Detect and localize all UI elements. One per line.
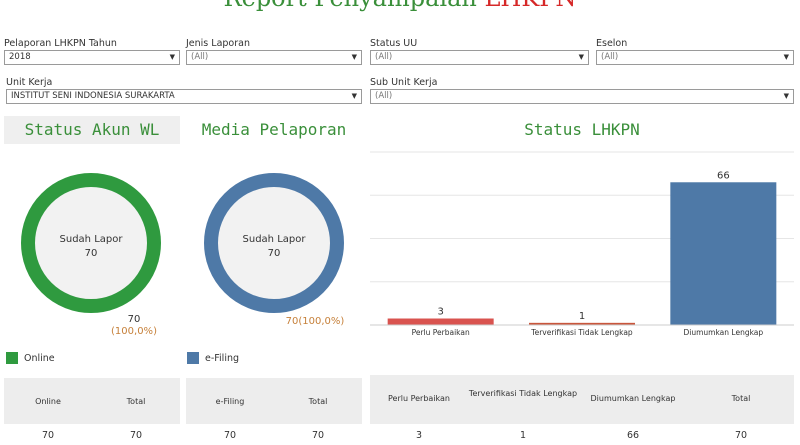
media-value: 70(100,0%) — [285, 316, 345, 327]
status-akun-center: Sudah Lapor 70 — [41, 233, 141, 261]
table-cell: 3 — [415, 430, 423, 441]
status-akun-title: Status Akun WL — [4, 116, 180, 144]
status-akun-center-label: Sudah Lapor — [59, 234, 123, 245]
chevron-down-icon: ▼ — [783, 53, 789, 61]
table-cell: 70 — [311, 430, 325, 441]
media-legend[interactable]: e-Filing — [187, 352, 239, 364]
table-cell: 70 — [129, 430, 143, 441]
filter-sub-unit-kerja-value: (All) — [375, 91, 393, 101]
table-header: Total — [126, 397, 146, 406]
page-title: Report Penyampaian LHKPN — [0, 0, 800, 12]
bar-2[interactable] — [670, 182, 777, 325]
table-header: Diumumkan Lengkap — [590, 394, 676, 403]
filter-sub-unit-kerja-label: Sub Unit Kerja — [370, 77, 438, 88]
filter-tahun-select[interactable]: 2018 ▼ — [4, 50, 180, 65]
media-center-label: Sudah Lapor — [242, 234, 306, 245]
filter-jenis-value: (All) — [191, 52, 209, 62]
filter-sub-unit-kerja: Sub Unit Kerja (All) ▼ — [370, 76, 794, 104]
chevron-down-icon: ▼ — [783, 92, 789, 100]
bar-value-label: 3 — [437, 307, 443, 318]
status-akun-value-label: 70 (100,0%) — [104, 314, 164, 338]
bar-1[interactable] — [529, 322, 635, 325]
x-tick-label: Terverifikasi Tidak Lengkap — [530, 328, 633, 337]
filter-jenis: Jenis Laporan (All) ▼ — [186, 37, 362, 65]
media-value-label: 70(100,0%) — [280, 316, 350, 328]
filter-jenis-select[interactable]: (All) ▼ — [186, 50, 362, 65]
media-donut[interactable] — [203, 172, 345, 314]
table-cell: 70 — [734, 430, 748, 441]
legend-swatch-online — [6, 352, 18, 364]
table-header: e-Filing — [215, 397, 245, 406]
filter-tahun-value: 2018 — [9, 52, 31, 62]
legend-label-online: Online — [24, 352, 55, 364]
filter-unit-kerja: Unit Kerja INSTITUT SENI INDONESIA SURAK… — [6, 76, 362, 104]
filter-jenis-label: Jenis Laporan — [186, 38, 250, 49]
status-akun-value: 70 — [127, 314, 141, 325]
media-pelaporan-title: Media Pelaporan — [201, 120, 347, 139]
status-akun-percent: (100,0%) — [111, 326, 157, 337]
page-title-accent: LHKPN — [484, 0, 576, 12]
media-donut-hole — [216, 185, 332, 301]
filter-tahun: Pelaporan LHKPN Tahun 2018 ▼ — [4, 37, 180, 65]
status-akun-center-value: 70 — [84, 248, 98, 259]
table-cell: 70 — [223, 430, 237, 441]
filter-eselon-select[interactable]: (All) ▼ — [596, 50, 794, 65]
table-header: Online — [35, 397, 61, 406]
filter-status-uu-select[interactable]: (All) ▼ — [370, 50, 589, 65]
legend-swatch-efiling — [187, 352, 199, 364]
media-table: e-Filing Total — [186, 378, 362, 424]
table-cell: 1 — [519, 430, 527, 441]
chevron-down-icon: ▼ — [351, 53, 357, 61]
filter-eselon-label: Eselon — [596, 38, 628, 49]
filter-status-uu-value: (All) — [375, 52, 393, 62]
filter-eselon: Eselon (All) ▼ — [596, 37, 794, 65]
status-lhkpn-table: Perlu Perbaikan Terverifikasi Tidak Leng… — [370, 375, 794, 424]
status-akun-donut[interactable] — [20, 172, 162, 314]
filter-sub-unit-kerja-select[interactable]: (All) ▼ — [370, 89, 794, 104]
table-cell: 66 — [626, 430, 640, 441]
table-header: Terverifikasi Tidak Lengkap — [468, 389, 578, 398]
chevron-down-icon: ▼ — [351, 92, 357, 100]
media-center-value: 70 — [267, 248, 281, 259]
filter-tahun-label: Pelaporan LHKPN Tahun — [4, 38, 117, 49]
status-akun-donut-hole — [33, 185, 149, 301]
table-header: Total — [308, 397, 328, 406]
table-header: Perlu Perbaikan — [387, 394, 450, 403]
filter-eselon-value: (All) — [601, 52, 619, 62]
media-center: Sudah Lapor 70 — [224, 233, 324, 261]
table-cell: 70 — [41, 430, 55, 441]
chevron-down-icon: ▼ — [169, 53, 175, 61]
filter-unit-kerja-select[interactable]: INSTITUT SENI INDONESIA SURAKARTA ▼ — [6, 89, 362, 104]
filter-status-uu: Status UU (All) ▼ — [370, 37, 589, 65]
filter-unit-kerja-value: INSTITUT SENI INDONESIA SURAKARTA — [11, 91, 175, 101]
status-akun-table: Online Total — [4, 378, 180, 424]
chevron-down-icon: ▼ — [578, 53, 584, 61]
filter-unit-kerja-label: Unit Kerja — [6, 77, 53, 88]
x-tick-label: Diumumkan Lengkap — [683, 328, 763, 337]
status-lhkpn-bar-chart: 3 Perlu Perbaikan 1 Terverifikasi Tidak Len… — [370, 151, 794, 337]
table-header: Total — [731, 394, 751, 403]
status-lhkpn-title: Status LHKPN — [524, 120, 640, 139]
bar-value-label: 66 — [717, 170, 730, 181]
status-akun-donut-ring[interactable] — [21, 173, 161, 313]
media-donut-ring[interactable] — [204, 173, 344, 313]
x-tick-label: Perlu Perbaikan — [412, 328, 470, 337]
legend-label-efiling: e-Filing — [205, 352, 240, 364]
filter-status-uu-label: Status UU — [370, 38, 418, 49]
bar-value-label: 1 — [579, 311, 585, 322]
bar-0[interactable] — [387, 318, 494, 325]
page-title-main: Report Penyampaian — [224, 0, 485, 12]
status-akun-legend[interactable]: Online — [6, 352, 55, 364]
